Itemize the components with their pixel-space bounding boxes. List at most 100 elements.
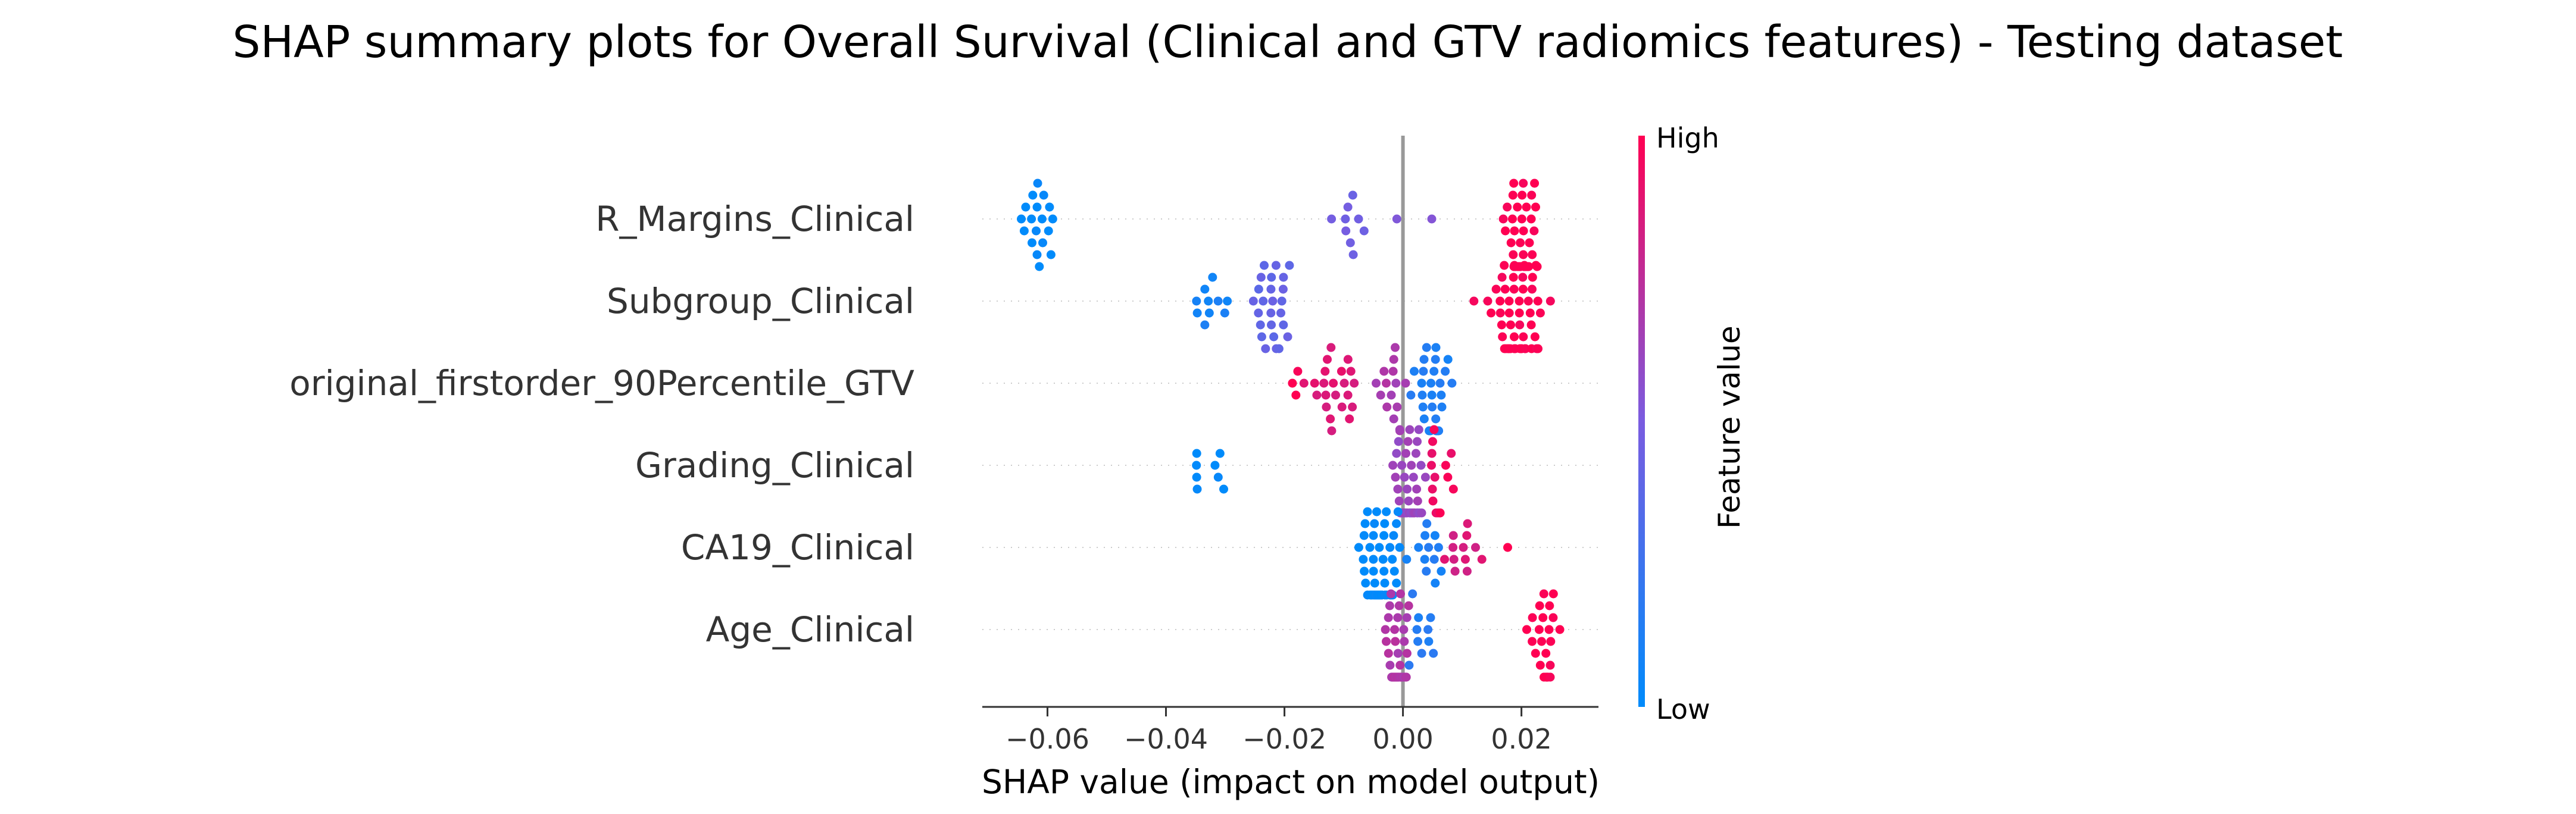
shap-point xyxy=(1420,472,1430,482)
shap-point xyxy=(1395,543,1404,552)
x-tick-label: 0.00 xyxy=(1372,723,1433,755)
x-axis-label: SHAP value (impact on model output) xyxy=(982,763,1600,801)
shap-point xyxy=(1422,343,1431,352)
shap-point xyxy=(1469,296,1479,306)
shap-point xyxy=(1463,519,1472,528)
shap-point xyxy=(1027,214,1036,224)
shap-point xyxy=(1535,660,1545,670)
shap-point xyxy=(1491,284,1501,294)
shap-point xyxy=(1393,649,1403,658)
shap-point xyxy=(1519,332,1528,342)
shap-point xyxy=(1545,660,1555,670)
shap-point xyxy=(1450,566,1460,576)
shap-point xyxy=(1417,508,1426,518)
shap-point xyxy=(1402,613,1412,622)
shap-point xyxy=(1427,461,1436,470)
shap-point xyxy=(1520,261,1529,270)
shap-point xyxy=(1429,367,1439,376)
shap-point xyxy=(1283,332,1292,342)
shap-point xyxy=(1192,449,1201,458)
x-axis: −0.06 −0.04 −0.02 0.00 0.02 xyxy=(982,706,1598,755)
shap-point xyxy=(1426,378,1436,388)
shap-point xyxy=(1519,250,1528,259)
shap-point xyxy=(1219,484,1228,494)
shap-point xyxy=(1380,519,1390,528)
shap-point xyxy=(1447,378,1457,388)
shap-point xyxy=(1359,555,1368,564)
x-tick-label: −0.04 xyxy=(1124,723,1208,755)
shap-point xyxy=(1423,625,1433,634)
shap-point xyxy=(1343,355,1353,364)
shap-point xyxy=(1365,543,1375,552)
shap-point xyxy=(1503,543,1512,552)
shap-point xyxy=(1337,402,1347,412)
shap-point xyxy=(1534,625,1544,634)
shap-point xyxy=(1427,449,1437,458)
shap-point xyxy=(1437,402,1447,412)
shap-point xyxy=(1545,601,1554,610)
shap-point xyxy=(1360,566,1369,576)
shap-point xyxy=(1274,344,1284,353)
shap-point xyxy=(1269,332,1279,342)
shap-point xyxy=(1410,367,1419,376)
shap-point xyxy=(1260,261,1269,270)
shap-point xyxy=(1032,226,1041,236)
shap-point xyxy=(1428,496,1438,506)
shap-point xyxy=(1256,273,1266,282)
shap-point xyxy=(1204,296,1213,306)
shap-point xyxy=(1394,437,1403,446)
shap-point xyxy=(1278,284,1288,294)
shap-point xyxy=(1391,343,1400,352)
shap-point xyxy=(1431,343,1441,352)
shap-point xyxy=(1495,296,1505,306)
shap-point xyxy=(1327,214,1337,224)
shap-point xyxy=(1331,390,1340,400)
shap-point xyxy=(1396,589,1405,599)
shap-point xyxy=(1363,507,1372,516)
row-gridlines xyxy=(982,218,1598,630)
shap-point xyxy=(1404,660,1414,670)
shap-point xyxy=(1526,214,1536,224)
shap-point xyxy=(1503,202,1512,212)
shap-point xyxy=(1394,496,1404,506)
shap-point xyxy=(1266,308,1276,318)
shap-point xyxy=(1257,332,1266,342)
shap-point xyxy=(1376,390,1385,400)
shap-point xyxy=(1399,625,1409,634)
x-tick-label: −0.02 xyxy=(1242,723,1326,755)
shap-point xyxy=(1448,543,1458,552)
shap-point xyxy=(1343,390,1353,400)
shap-point xyxy=(1443,472,1453,482)
shap-point xyxy=(1379,367,1389,376)
shap-point xyxy=(1310,378,1319,388)
shap-point xyxy=(1322,402,1331,412)
shap-point xyxy=(1220,308,1229,318)
shap-point xyxy=(1370,519,1379,528)
shap-point xyxy=(1372,507,1381,516)
shap-point xyxy=(1428,437,1437,446)
shap-point xyxy=(1413,637,1423,646)
shap-point xyxy=(1213,472,1223,482)
shap-point xyxy=(1510,226,1519,236)
shap-point xyxy=(1431,355,1440,364)
shap-point xyxy=(1390,625,1400,634)
shap-point xyxy=(1449,555,1459,564)
shap-point xyxy=(1513,202,1522,212)
shap-point xyxy=(1419,414,1429,424)
shap-point xyxy=(1267,273,1276,282)
shap-point xyxy=(1422,566,1431,576)
shap-point xyxy=(1369,555,1378,564)
shap-point xyxy=(1391,637,1400,646)
shap-point xyxy=(1506,320,1515,330)
shap-point xyxy=(1519,226,1528,236)
shap-point xyxy=(1522,202,1531,212)
shap-point xyxy=(1048,214,1057,224)
shap-point xyxy=(1382,637,1391,646)
shap-point xyxy=(1459,543,1468,552)
shap-point xyxy=(1341,214,1350,224)
shap-point xyxy=(1223,296,1232,306)
shap-point xyxy=(1403,484,1412,494)
shap-point xyxy=(1420,555,1429,564)
shap-point xyxy=(1402,555,1412,564)
shap-point xyxy=(1254,284,1263,294)
